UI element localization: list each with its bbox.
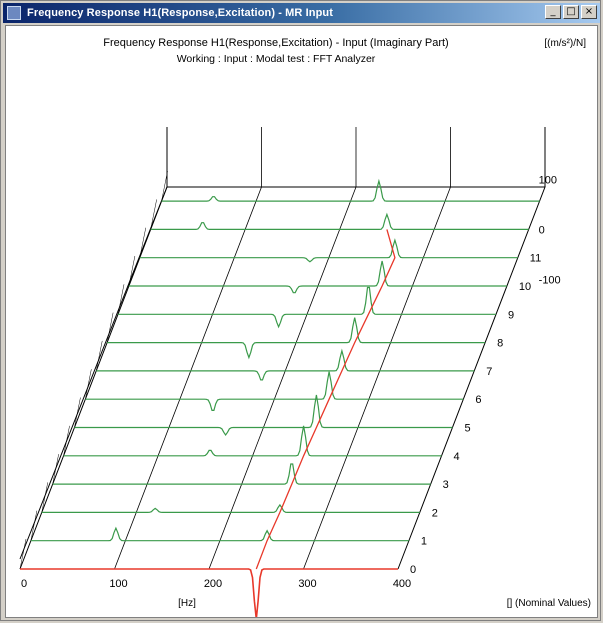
x-tick-label: 200 <box>204 578 222 590</box>
trace-line <box>107 317 486 360</box>
trace-line <box>63 425 442 457</box>
z-tick-label: 5 <box>464 423 470 435</box>
trace-line <box>41 503 420 513</box>
x-grid-line <box>114 186 262 570</box>
z-tick-label: 9 <box>508 309 514 321</box>
z-tick-label: 11 <box>530 253 541 265</box>
x-tick-label: 400 <box>393 578 411 590</box>
plot-units: [(m/s²)/N] <box>544 38 586 49</box>
plot-area[interactable]: Frequency Response H1(Response,Excitatio… <box>5 25 598 618</box>
app-icon <box>7 6 21 20</box>
z-axis-label: [] (Nominal Values) <box>507 598 591 609</box>
plot-subtitle: Working : Input : Modal test : FFT Analy… <box>177 53 376 65</box>
trace-line <box>74 394 453 437</box>
left-wall-rib <box>128 255 136 287</box>
z-tick-label: 10 <box>519 281 531 293</box>
trace-line <box>118 286 496 329</box>
y-tick-label: 100 <box>539 174 557 186</box>
x-axis: 0 100 200 300 400 <box>21 578 411 590</box>
z-tick-label: 1 <box>421 536 427 548</box>
trace-line <box>150 212 529 230</box>
x-axis-unit: [Hz] <box>178 598 196 609</box>
y-tick-label: 0 <box>539 224 545 236</box>
left-wall-rib <box>63 425 70 456</box>
x-grid-line <box>208 186 357 570</box>
trace-line <box>96 348 475 381</box>
peak-track-line <box>255 229 396 570</box>
left-depth-edge <box>19 186 168 560</box>
left-wall-rib <box>52 454 59 485</box>
maximize-button[interactable]: □ <box>563 5 579 19</box>
trace-line <box>20 568 398 617</box>
trace-line <box>52 463 431 485</box>
z-tick-label: 8 <box>497 338 503 350</box>
z-tick-label: 4 <box>454 451 460 463</box>
x-tick-label: 0 <box>21 578 27 590</box>
left-wall-rib <box>106 312 114 343</box>
plot-title: Frequency Response H1(Response,Excitatio… <box>103 37 448 49</box>
z-tick-label: 3 <box>443 479 449 491</box>
y-tick-label: -100 <box>539 274 561 286</box>
grid <box>19 127 546 570</box>
left-wall-rib <box>85 369 92 400</box>
trace-line <box>85 371 464 411</box>
x-tick-label: 300 <box>298 578 316 590</box>
z-tick-label: 0 <box>410 564 416 576</box>
z-axis: 0 1 2 3 4 5 6 7 8 9 10 11 <box>410 253 541 576</box>
title-bar[interactable]: Frequency Response H1(Response,Excitatio… <box>3 3 600 23</box>
left-wall-rib <box>139 227 147 258</box>
window-controls: _ □ × <box>545 5 597 19</box>
minimize-button[interactable]: _ <box>545 5 561 19</box>
left-wall-rib <box>117 284 125 315</box>
z-tick-label: 7 <box>486 366 492 378</box>
trace-line <box>128 260 507 294</box>
z-tick-label: 2 <box>432 507 438 519</box>
trace-line <box>30 526 409 542</box>
y-axis: 100 0 -100 <box>539 174 561 286</box>
window-title: Frequency Response H1(Response,Excitatio… <box>27 7 334 19</box>
left-wall-rib <box>150 199 157 230</box>
trace-line <box>139 238 518 263</box>
left-wall-rib <box>74 397 81 428</box>
left-wall-rib <box>19 538 27 570</box>
close-button[interactable]: × <box>581 5 597 19</box>
z-tick-label: 6 <box>475 394 481 406</box>
left-wall-rib <box>161 171 168 202</box>
left-wall-rib <box>41 482 49 513</box>
left-wall-rib <box>95 340 103 371</box>
waterfall-plot[interactable]: Frequency Response H1(Response,Excitatio… <box>6 26 597 617</box>
traces <box>20 178 540 617</box>
left-wall-rib <box>30 510 38 541</box>
x-grid-line <box>303 186 451 570</box>
x-tick-label: 100 <box>109 578 127 590</box>
trace-line <box>161 178 540 202</box>
